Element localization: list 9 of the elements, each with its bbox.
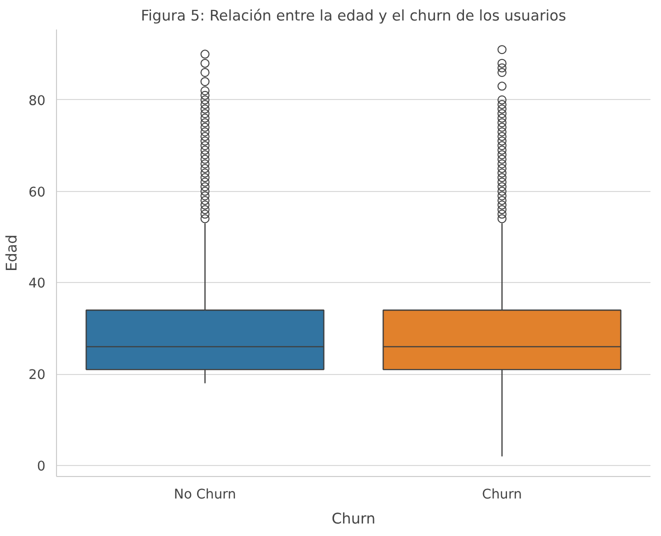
y-tick-label: 0 [37, 460, 46, 475]
y-tick-label: 20 [28, 368, 46, 384]
x-tick-label: No Churn [174, 488, 236, 502]
y-tick-label: 60 [28, 185, 46, 200]
chart-title: Figura 5: Relación entre la edad y el churn de los usuarios [140, 8, 566, 24]
y-tick-label: 80 [28, 94, 46, 109]
y-tick-label: 40 [28, 276, 46, 292]
x-axis-title: Churn [332, 510, 376, 528]
y-axis-title: Edad [4, 234, 21, 272]
